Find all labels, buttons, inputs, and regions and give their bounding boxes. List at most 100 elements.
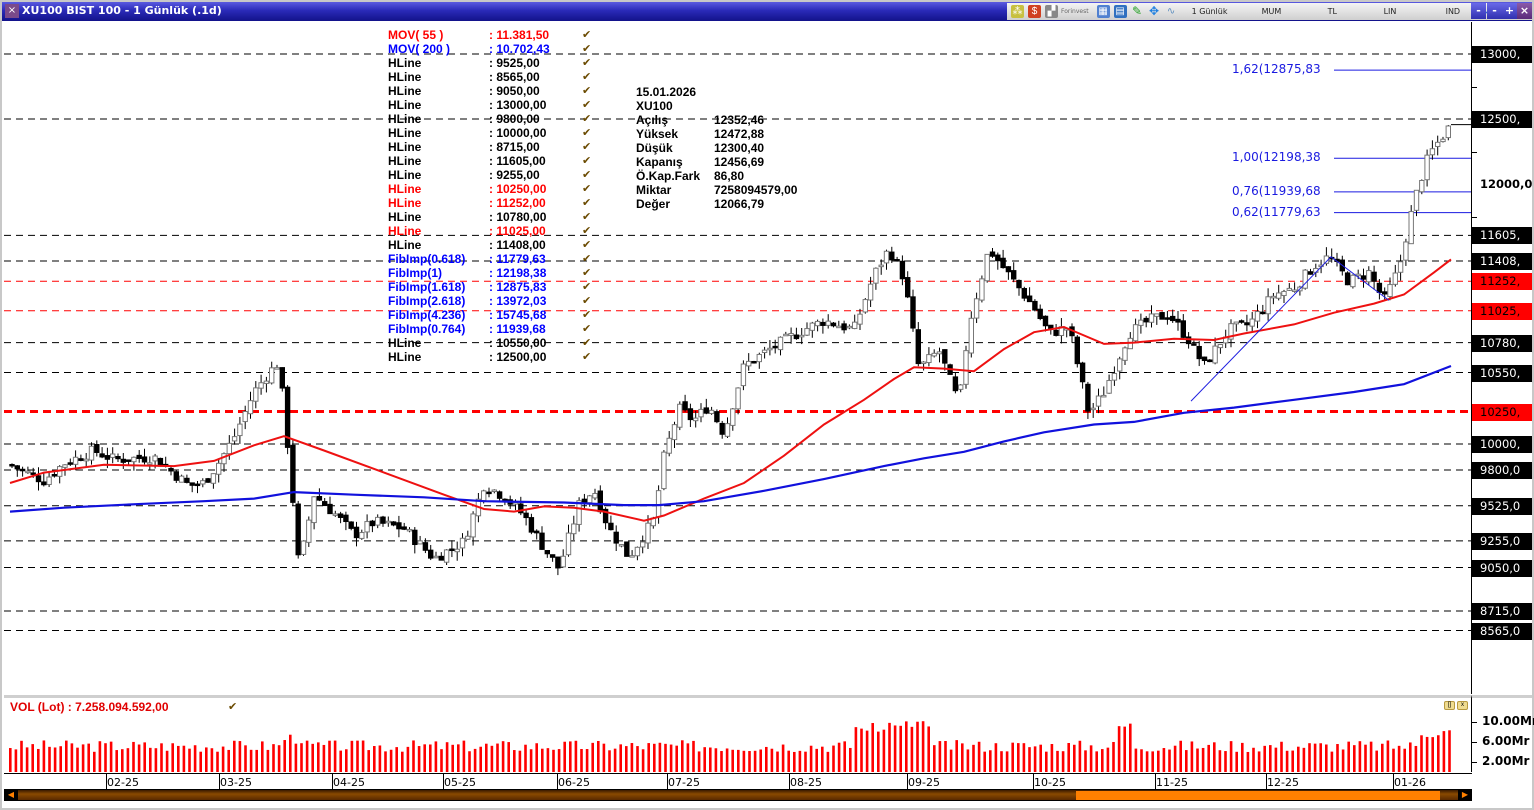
legend-visibility-check[interactable]: ✔ <box>582 225 592 237</box>
info-symbol: XU100 <box>636 99 673 113</box>
legend-visibility-check[interactable]: ✔ <box>582 57 592 69</box>
legend-value: : 12500,00 <box>489 350 547 364</box>
maximize-button[interactable]: + <box>1502 3 1517 19</box>
legend-visibility-check[interactable]: ✔ <box>582 71 592 83</box>
legend-visibility-check[interactable]: ✔ <box>582 85 592 97</box>
time-axis-label: 01-26 <box>1394 776 1426 789</box>
currency-selector[interactable]: TL <box>1327 7 1337 16</box>
fib-level-label: 0,62(11779,63 <box>1232 204 1321 219</box>
time-axis-label: 05-25 <box>444 776 476 789</box>
close-chart-button[interactable]: × <box>5 4 19 18</box>
scroll-right-button[interactable]: ▶ <box>1458 790 1472 800</box>
panel-maximize-button[interactable]: [] <box>1444 701 1455 710</box>
legend-visibility-check[interactable]: ✔ <box>582 155 592 167</box>
close-window-button[interactable]: × <box>1517 3 1532 19</box>
time-axis-label: 09-25 <box>908 776 940 789</box>
legend-visibility-check[interactable]: ✔ <box>582 267 592 279</box>
legend-visibility-check[interactable]: ✔ <box>582 29 592 41</box>
scale-selector[interactable]: LIN <box>1383 7 1397 16</box>
legend-name: HLine <box>388 196 422 210</box>
calculator-icon[interactable]: ▦ <box>1096 5 1110 18</box>
legend-name: HLine <box>388 154 422 168</box>
fib-impulse-lines[interactable] <box>1190 256 1390 402</box>
legend-value: : 10550,00 <box>489 336 547 350</box>
legend-value: : 11605,00 <box>489 154 546 168</box>
trade-icon[interactable]: $ <box>1028 5 1041 18</box>
price-axis-label: 12500, <box>1472 111 1532 128</box>
price-axis-label: 9255,0 <box>1472 532 1532 550</box>
chart-template-icon[interactable]: ▤ <box>1113 5 1127 18</box>
info-value: 12472,88 <box>714 127 765 141</box>
signal-icon[interactable]: ∿ <box>1166 6 1176 17</box>
time-axis-label: 06-25 <box>558 776 590 789</box>
price-axis-tick <box>1472 216 1477 218</box>
price-axis-label: 11025, <box>1472 302 1532 320</box>
info-value: 12456,69 <box>714 155 765 169</box>
legend-value: : 9800,00 <box>489 112 540 126</box>
time-axis-label: 12-25 <box>1267 776 1299 789</box>
volume-panel[interactable]: VOL (Lot) : 7.258.094.592,00 ✔ [] x <box>4 695 1472 772</box>
price-axis-label: 13000, <box>1472 46 1532 63</box>
time-axis-label: 10-25 <box>1034 776 1066 789</box>
period-selector[interactable]: 1 Günlük <box>1191 7 1228 16</box>
legend-visibility-check[interactable]: ✔ <box>582 127 592 139</box>
price-axis-tick <box>1472 86 1477 88</box>
price-chart[interactable] <box>4 22 1472 694</box>
moving-average-55[interactable] <box>9 258 1452 522</box>
price-axis-label: 10780, <box>1472 334 1532 352</box>
legend-value: : 11252,00 <box>489 196 546 210</box>
legend-visibility-check[interactable]: ✔ <box>582 323 592 335</box>
time-scrollbar[interactable]: ◀ ▶ <box>4 789 1472 801</box>
time-axis-tick <box>1033 774 1034 790</box>
legend-visibility-check[interactable]: ✔ <box>582 281 592 293</box>
legend-visibility-check[interactable]: ✔ <box>582 309 592 321</box>
legend-name: FibImp(2.618) <box>388 294 466 308</box>
indicator-tree-icon[interactable]: ⁂ <box>1011 5 1024 18</box>
legend-visibility-check[interactable]: ✔ <box>582 99 592 111</box>
vol-axis-label: 6.00Mr <box>1482 734 1530 748</box>
legend-visibility-check[interactable]: ✔ <box>582 239 592 251</box>
price-axis-label: 10550, <box>1472 364 1532 382</box>
price-axis[interactable]: 13000, 12500, 12000,00 11605, 11408, 11252, 11… <box>1471 22 1532 694</box>
legend-visibility-check[interactable]: ✔ <box>582 113 592 125</box>
info-key: Ö.Kap.Fark <box>636 169 701 183</box>
moving-average-200[interactable] <box>9 364 1452 513</box>
legend-value: : 8715,00 <box>489 140 540 154</box>
legend-value: : 10780,00 <box>489 210 547 224</box>
legend-visibility-check[interactable]: ✔ <box>582 253 592 265</box>
scrollbar-thumb[interactable] <box>1076 791 1440 800</box>
info-value: 7258094579,00 <box>714 183 798 197</box>
indicator-selector[interactable]: IND <box>1445 7 1461 16</box>
legend-visibility-check[interactable]: ✔ <box>582 197 592 209</box>
time-axis-tick <box>443 774 444 790</box>
legend-visibility-check[interactable]: ✔ <box>582 141 592 153</box>
time-axis-tick <box>1266 774 1267 790</box>
minimize-button[interactable]: - <box>1471 3 1486 19</box>
legend-visibility-check[interactable]: ✔ <box>582 337 592 349</box>
forinvest-icon[interactable]: ▞ <box>1045 5 1058 18</box>
info-value: 12352,46 <box>714 113 765 127</box>
scroll-left-button[interactable]: ◀ <box>4 790 18 800</box>
price-axis-label: 11605, <box>1472 227 1532 245</box>
legend-visibility-check[interactable]: ✔ <box>582 295 592 307</box>
price-axis-label: 9800,0 <box>1472 462 1532 479</box>
legend-name: HLine <box>388 84 422 98</box>
volume-visibility-check[interactable]: ✔ <box>228 701 238 713</box>
restore-button[interactable]: - <box>1487 3 1502 19</box>
pencil-draw-icon[interactable]: ✎ <box>1132 4 1143 18</box>
legend-visibility-check[interactable]: ✔ <box>582 43 592 55</box>
chart-type-selector[interactable]: MUM <box>1261 7 1282 16</box>
legend-name: MOV( 55 ) <box>388 28 444 42</box>
legend-visibility-check[interactable]: ✔ <box>582 211 592 223</box>
legend-name: HLine <box>388 98 422 112</box>
panel-close-button[interactable]: x <box>1457 701 1468 710</box>
legend-visibility-check[interactable]: ✔ <box>582 351 592 363</box>
info-key: Yüksek <box>636 127 679 141</box>
price-axis-label: 12000,00 <box>1480 177 1532 191</box>
legend-visibility-check[interactable]: ✔ <box>582 183 592 195</box>
crosshair-move-icon[interactable]: ✥ <box>1149 4 1160 18</box>
legend-visibility-check[interactable]: ✔ <box>582 169 592 181</box>
price-axis-tick <box>1472 151 1477 153</box>
info-value: 12066,79 <box>714 197 765 211</box>
forinvest-label[interactable]: Forinvest <box>1061 8 1089 15</box>
